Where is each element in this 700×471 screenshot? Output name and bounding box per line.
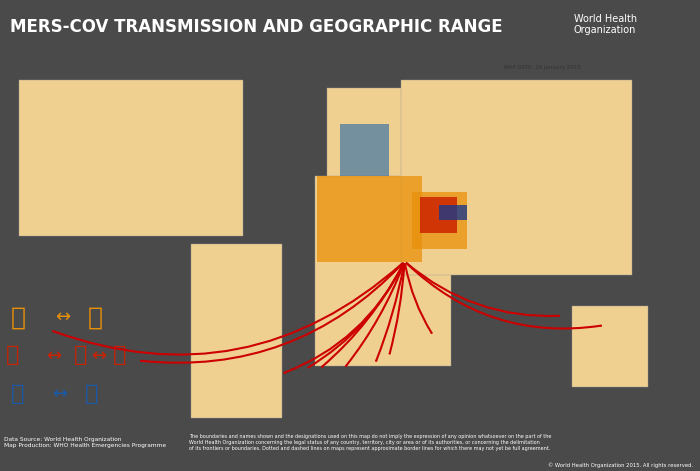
Text: World Health
Organization: World Health Organization bbox=[574, 14, 637, 35]
Text: 🐪: 🐪 bbox=[6, 345, 20, 365]
Text: MAP DATE: 19 January 2015: MAP DATE: 19 January 2015 bbox=[504, 65, 581, 71]
Text: 🐪: 🐪 bbox=[10, 305, 25, 329]
Text: MERS-COV TRANSMISSION AND GEOGRAPHIC RANGE: MERS-COV TRANSMISSION AND GEOGRAPHIC RAN… bbox=[10, 18, 503, 36]
Text: 🧍: 🧍 bbox=[10, 383, 24, 404]
Text: 🧍: 🧍 bbox=[113, 345, 126, 365]
Polygon shape bbox=[315, 176, 451, 366]
Text: 🐪: 🐪 bbox=[88, 305, 102, 329]
Text: ↔: ↔ bbox=[91, 346, 106, 365]
Text: © World Health Organization 2015. All rights reserved.: © World Health Organization 2015. All ri… bbox=[548, 462, 693, 468]
Text: The boundaries and names shown and the designations used on this map do not impl: The boundaries and names shown and the d… bbox=[189, 434, 552, 451]
Polygon shape bbox=[420, 197, 457, 234]
Text: ↔: ↔ bbox=[46, 346, 62, 365]
Text: ↔: ↔ bbox=[55, 308, 70, 326]
Polygon shape bbox=[412, 192, 467, 249]
Polygon shape bbox=[190, 244, 282, 418]
Text: 🧍: 🧍 bbox=[85, 383, 98, 404]
Polygon shape bbox=[440, 205, 467, 220]
Polygon shape bbox=[400, 80, 632, 275]
Text: Data Source: World Health Organization
Map Production: WHO Health Emergencies Pr: Data Source: World Health Organization M… bbox=[4, 437, 166, 448]
Polygon shape bbox=[327, 88, 438, 184]
Polygon shape bbox=[340, 124, 389, 176]
Polygon shape bbox=[20, 80, 243, 236]
Polygon shape bbox=[317, 176, 422, 262]
Text: 🧍: 🧍 bbox=[74, 345, 87, 365]
Polygon shape bbox=[572, 306, 648, 387]
Text: ↔: ↔ bbox=[52, 384, 67, 403]
